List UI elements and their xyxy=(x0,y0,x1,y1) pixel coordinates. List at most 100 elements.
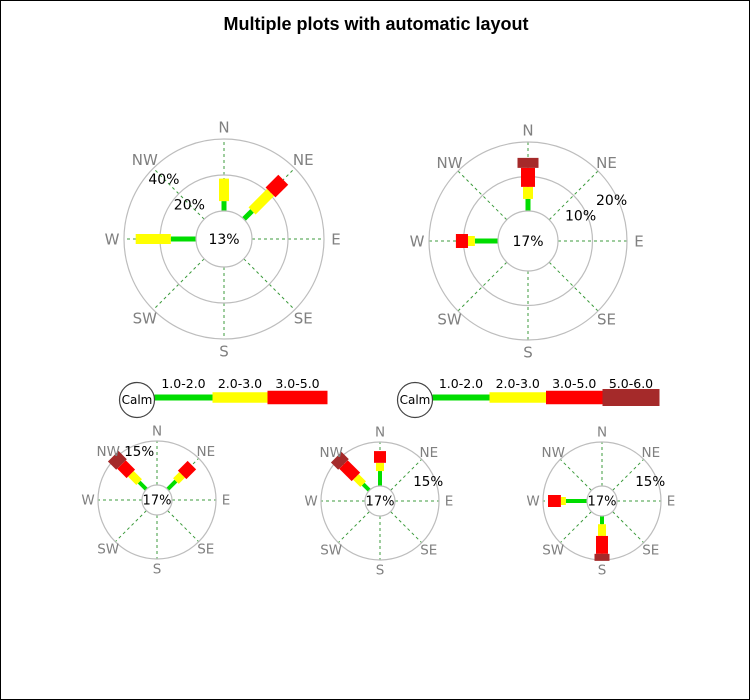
ring-percentage-label: 20% xyxy=(174,197,205,213)
direction-label-W: W xyxy=(81,493,94,509)
spoke-NE-segment xyxy=(242,209,254,221)
direction-label-SE: SE xyxy=(597,311,616,329)
direction-label-E: E xyxy=(222,493,231,509)
direction-label-S: S xyxy=(523,343,533,361)
spoke-NE-segment xyxy=(166,479,178,491)
rose-top-left: 13% 20% 40% N NE E SE S SW W NW xyxy=(105,118,341,360)
ring-percentage-label: 10% xyxy=(565,208,596,224)
direction-label-NE: NE xyxy=(419,445,438,461)
direction-label-N: N xyxy=(218,118,229,136)
direction-label-NW: NW xyxy=(319,445,342,461)
direction-label-NW: NW xyxy=(96,444,119,460)
spoke-NE-segment xyxy=(173,472,185,484)
direction-label-S: S xyxy=(598,563,607,579)
grid-line-NW xyxy=(559,458,592,491)
direction-label-NE: NE xyxy=(293,151,314,169)
calm-circle xyxy=(497,210,559,272)
direction-label-SW: SW xyxy=(542,543,564,559)
direction-label-W: W xyxy=(304,494,317,510)
legend-left: 1.0-2.0 2.0-3.0 3.0-5.0 Calm xyxy=(118,376,328,419)
spoke-NW-segment xyxy=(339,460,361,482)
calm-percentage-label: 17% xyxy=(588,495,617,510)
legend-bin-label: 2.0-3.0 xyxy=(496,376,540,391)
direction-label-NE: NE xyxy=(596,154,617,172)
direction-label-SE: SE xyxy=(197,542,214,558)
direction-label-SW: SW xyxy=(97,542,119,558)
legend-bar-segment xyxy=(546,390,603,405)
spoke-NW-segment xyxy=(107,450,127,470)
direction-label-W: W xyxy=(410,232,425,250)
legend-bar-segment xyxy=(154,394,213,401)
grid-line-SW xyxy=(559,511,592,544)
spoke-NE-segment xyxy=(177,460,197,480)
calm-circle xyxy=(364,485,396,517)
legend-bar-segment xyxy=(212,392,268,403)
grid-line-NE xyxy=(612,458,645,491)
direction-label-NE: NE xyxy=(641,445,660,461)
legend-bar-segment xyxy=(489,392,546,403)
rose-bottom-middle: 17% 15% N NE E SE S SW W NW xyxy=(304,425,453,579)
direction-label-E: E xyxy=(445,494,454,510)
direction-label-NW: NW xyxy=(541,445,564,461)
legend-bar-segment xyxy=(602,389,660,406)
legend-bin-label: 3.0-5.0 xyxy=(552,376,596,391)
spoke-NW-segment xyxy=(117,460,136,479)
calm-percentage-label: 17% xyxy=(512,234,543,250)
legend-bin-label: 1.0-2.0 xyxy=(161,376,205,391)
direction-label-S: S xyxy=(153,562,162,578)
calm-legend-circle xyxy=(396,381,434,419)
direction-label-S: S xyxy=(219,342,229,360)
spoke-NW-segment xyxy=(361,482,371,492)
spoke-NW-segment xyxy=(128,471,142,485)
spoke-NE-segment xyxy=(248,188,275,215)
ring-circle xyxy=(428,141,628,341)
calm-legend-label: Calm xyxy=(400,393,431,407)
direction-label-SE: SE xyxy=(420,543,437,559)
direction-label-W: W xyxy=(526,494,539,510)
direction-label-SE: SE xyxy=(294,309,313,327)
legend-bin-label: 2.0-3.0 xyxy=(218,376,262,391)
direction-label-SW: SW xyxy=(320,543,342,559)
rose-bottom-right: 17% 15% N NE E SE S SW W NW xyxy=(526,425,675,579)
calm-percentage-label: 13% xyxy=(208,232,239,248)
spoke-NE-segment xyxy=(265,174,289,198)
legend-bin-label: 3.0-5.0 xyxy=(275,376,319,391)
direction-label-SE: SE xyxy=(642,543,659,559)
calm-percentage-label: 17% xyxy=(366,495,395,510)
figure-title: Multiple plots with automatic layout xyxy=(223,14,528,34)
calm-circle xyxy=(141,484,173,516)
grid-line-SE xyxy=(167,510,200,543)
legend-bar-segment xyxy=(432,394,490,401)
grid-line-SE xyxy=(612,511,645,544)
legend-bin-label: 5.0-6.0 xyxy=(609,376,653,391)
direction-label-SW: SW xyxy=(437,311,462,329)
direction-label-NW: NW xyxy=(132,151,158,169)
legend-right: 1.0-2.0 2.0-3.0 3.0-5.0 5.0-6.0 Calm xyxy=(396,376,660,419)
direction-label-SW: SW xyxy=(133,309,158,327)
direction-label-E: E xyxy=(667,494,676,510)
ring-circle xyxy=(320,441,440,561)
calm-legend-label: Calm xyxy=(122,393,153,407)
direction-label-E: E xyxy=(634,232,643,250)
ring-circle xyxy=(123,138,325,340)
direction-label-E: E xyxy=(331,230,340,248)
ring-percentage-label: 40% xyxy=(148,172,179,188)
spoke-NW-segment xyxy=(353,474,366,487)
ring-percentage-label: 15% xyxy=(635,474,665,490)
direction-label-N: N xyxy=(522,121,533,139)
calm-legend-circle xyxy=(118,381,156,419)
direction-label-S: S xyxy=(376,563,385,579)
ring-circle xyxy=(97,440,217,560)
grid-line-SE xyxy=(390,511,423,544)
legend-bin-label: 1.0-2.0 xyxy=(439,376,483,391)
direction-label-NE: NE xyxy=(196,444,215,460)
spoke-NW-segment xyxy=(137,480,148,491)
direction-label-NW: NW xyxy=(436,154,462,172)
spoke-NW-segment xyxy=(330,451,349,470)
ring-percentage-label: 20% xyxy=(596,193,627,209)
direction-label-N: N xyxy=(152,424,162,440)
ring-percentage-label: 15% xyxy=(413,474,443,490)
rose-bottom-left: 17% 15% N NE E SE S SW W NW xyxy=(81,424,230,578)
